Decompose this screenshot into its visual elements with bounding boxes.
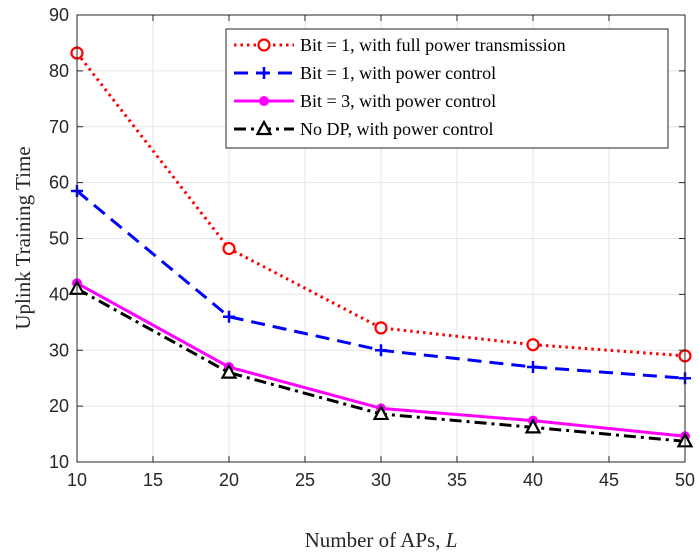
y-axis-label: Uplink Training Time [11,146,35,329]
data-point [527,361,539,374]
x-tick-label: 15 [143,470,163,490]
y-tick-label: 70 [49,117,69,137]
data-point [220,363,238,379]
series-layer [68,46,694,448]
y-tick-label: 40 [49,284,69,304]
x-axis-label: Number of APs, L [305,528,458,552]
legend-label: Bit = 1, with power control [300,63,496,83]
legend-entry-4: No DP, with power control [234,119,493,139]
x-tick-label: 25 [295,470,315,490]
y-tick-label: 90 [49,5,69,25]
x-tick-label: 30 [371,470,391,490]
y-tick-label: 30 [49,340,69,360]
legend-label: No DP, with power control [300,119,493,139]
x-tick-label: 50 [675,470,695,490]
y-tick-label: 60 [49,173,69,193]
y-tick-label: 10 [49,452,69,472]
data-point [375,344,387,357]
y-tick-label: 20 [49,396,69,416]
data-point [372,404,390,421]
legend-label: Bit = 3, with power control [300,91,496,111]
legend-label: Bit = 1, with full power transmission [300,35,566,55]
x-tick-label: 40 [523,470,543,490]
legend-marker [257,38,271,52]
legend-box [225,28,669,149]
legend-marker [255,119,273,136]
legend-marker [258,67,270,79]
x-tick-label: 35 [447,470,467,490]
y-tick-label: 80 [49,61,69,81]
legend: Bit = 1, with full power transmission Bit… [225,28,669,149]
y-tick-label: 50 [49,229,69,249]
legend-entry-3: Bit = 3, with power control [234,91,496,111]
series-1 [70,46,692,363]
x-tick-label: 45 [599,470,619,490]
data-point [222,241,236,256]
x-tick-label: 10 [67,470,87,490]
data-point [374,321,388,335]
data-point [524,418,542,434]
legend-entry-2: Bit = 1, with power control [234,63,496,83]
legend-entry-1: Bit = 1, with full power transmission [234,35,566,55]
data-point [526,338,540,352]
x-tick-label: 20 [219,470,239,490]
axis-ticks: 10 15 20 25 30 35 40 45 50 10 20 30 40 50 60 70 80 90 [49,5,695,490]
data-point [223,310,235,323]
legend-marker [259,96,269,106]
